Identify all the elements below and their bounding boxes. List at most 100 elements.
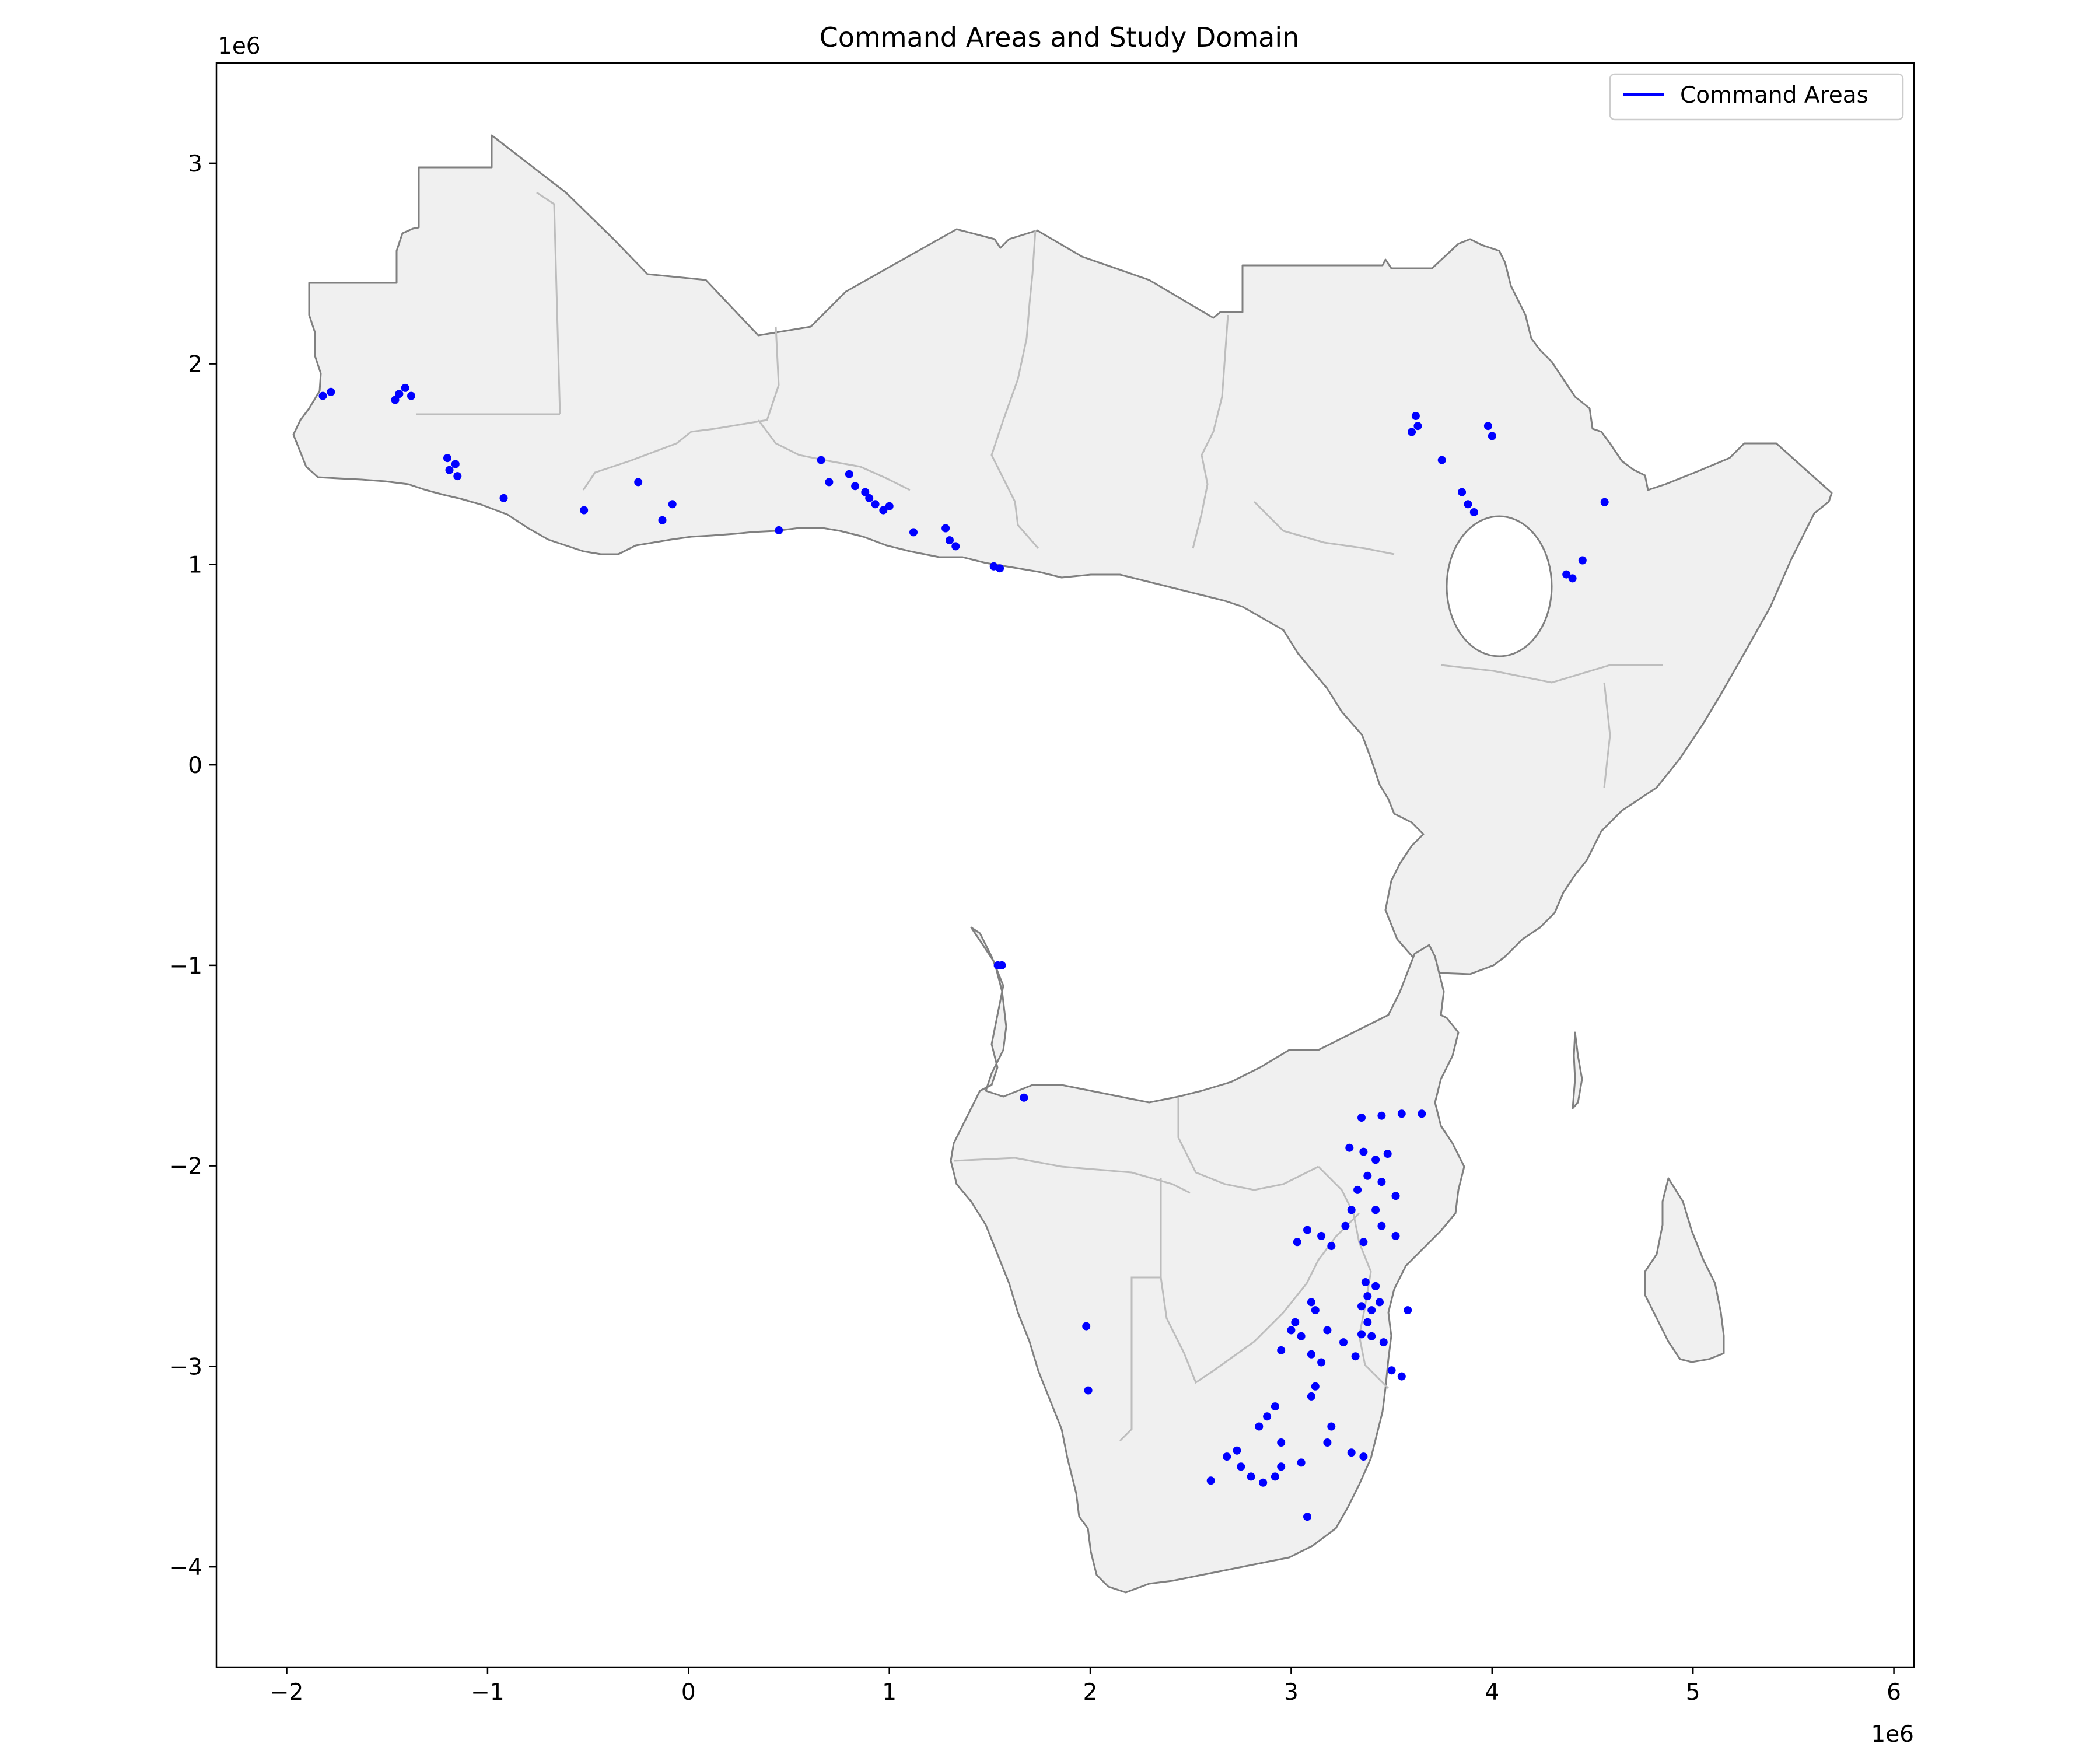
command-area-point (1020, 1093, 1028, 1102)
command-area-point (1353, 1185, 1362, 1194)
command-area-point (1311, 1382, 1320, 1391)
command-area-point (1363, 1318, 1372, 1326)
command-area-point (1379, 1338, 1388, 1347)
y-tick-label: −2 (169, 1154, 203, 1180)
command-area-point (445, 466, 454, 474)
command-area-point (1367, 1332, 1376, 1340)
command-area-point (634, 478, 643, 487)
x-offset-label: 1e6 (1871, 1721, 1914, 1748)
command-area-point (1307, 1392, 1315, 1401)
y-tick-label: 2 (188, 352, 202, 378)
command-area-point (1600, 498, 1609, 506)
command-area-point (1341, 1222, 1350, 1230)
command-area-point (1458, 488, 1466, 496)
command-area-point (1397, 1372, 1406, 1381)
command-area-point (1347, 1448, 1356, 1457)
command-area-point (1361, 1278, 1370, 1286)
command-area-point (1287, 1326, 1296, 1335)
command-area-point (391, 396, 400, 404)
country-borders (416, 191, 1662, 1442)
command-area-point (1327, 1422, 1336, 1431)
command-area-point (1371, 1282, 1380, 1290)
command-area-point (1233, 1446, 1241, 1455)
command-area-point (1391, 1231, 1400, 1240)
command-area-point (1371, 1206, 1380, 1214)
command-area-point (668, 500, 677, 509)
command-area-point (1263, 1412, 1272, 1421)
x-tick-label: −1 (471, 1679, 505, 1706)
command-area-point (1345, 1143, 1354, 1152)
command-area-point (1387, 1366, 1396, 1375)
command-area-point (1303, 1226, 1311, 1234)
command-area-point (1277, 1462, 1286, 1471)
command-area-point (1255, 1422, 1264, 1431)
command-area-point (1297, 1458, 1306, 1467)
command-area-point (453, 472, 462, 481)
command-area-point (1307, 1298, 1315, 1307)
x-tick-label: 6 (1887, 1679, 1901, 1706)
command-area-point (1247, 1472, 1255, 1481)
command-area-point (946, 536, 954, 545)
y-tick-label: 3 (188, 151, 202, 177)
command-area-point (1371, 1156, 1380, 1164)
x-tick-label: 1 (882, 1679, 897, 1706)
domain-islands (1572, 1031, 1583, 1110)
command-area-point (825, 478, 834, 487)
command-area-point (1363, 1171, 1372, 1180)
command-area-point (879, 506, 888, 514)
command-area-point (996, 564, 1005, 573)
command-area-point (1359, 1147, 1368, 1156)
command-area-point (1578, 556, 1587, 565)
command-area-point (942, 524, 950, 533)
axes-frame (215, 62, 1915, 1668)
command-area-point (1367, 1306, 1376, 1315)
command-area-point (1311, 1306, 1320, 1315)
command-area-point (1357, 1302, 1366, 1311)
command-area-point (580, 506, 589, 514)
command-area-point (1483, 422, 1492, 430)
domain-madagascar (1644, 1177, 1725, 1363)
command-area-point (395, 390, 404, 398)
lake-victoria (1446, 515, 1553, 657)
command-area-point (1317, 1231, 1326, 1240)
command-area-point (1351, 1352, 1360, 1361)
command-area-point (443, 454, 452, 463)
command-area-point (1397, 1110, 1406, 1118)
command-area-point (851, 482, 860, 491)
command-area-point (1363, 1292, 1372, 1301)
command-area-point (1259, 1478, 1268, 1487)
y-offset-label: 1e6 (218, 33, 261, 60)
command-area-point (1303, 1513, 1311, 1521)
command-area-point (885, 502, 894, 510)
x-tick-label: 0 (681, 1679, 696, 1706)
command-area-point (1317, 1358, 1326, 1367)
command-area-point (1223, 1452, 1231, 1461)
domain-southern-africa (950, 926, 1465, 1594)
command-area-point (1237, 1462, 1245, 1471)
command-area-point (1377, 1222, 1386, 1230)
command-area-point (1377, 1111, 1386, 1120)
y-tick-label: −4 (169, 1555, 203, 1581)
command-area-point (909, 528, 918, 537)
command-area-point (1488, 432, 1496, 440)
command-area-point (1359, 1238, 1368, 1247)
command-area-point (1307, 1350, 1315, 1359)
x-tick-label: 2 (1083, 1679, 1098, 1706)
command-area-point (401, 383, 410, 392)
command-area-point (1568, 574, 1577, 583)
command-area-point (327, 387, 335, 396)
command-area-point (1408, 428, 1416, 436)
x-tick-label: 3 (1284, 1679, 1298, 1706)
command-area-point (1437, 456, 1446, 464)
command-area-point (1413, 422, 1422, 430)
legend-box (1609, 73, 1904, 121)
y-tick-label: 1 (188, 552, 202, 578)
command-area-point (499, 494, 508, 502)
command-area-point (1327, 1242, 1336, 1251)
y-tick-label: 0 (188, 752, 202, 779)
command-area-point (1469, 508, 1478, 516)
command-area-point (658, 516, 667, 524)
command-area-point (861, 488, 870, 496)
command-area-point (1277, 1438, 1286, 1447)
